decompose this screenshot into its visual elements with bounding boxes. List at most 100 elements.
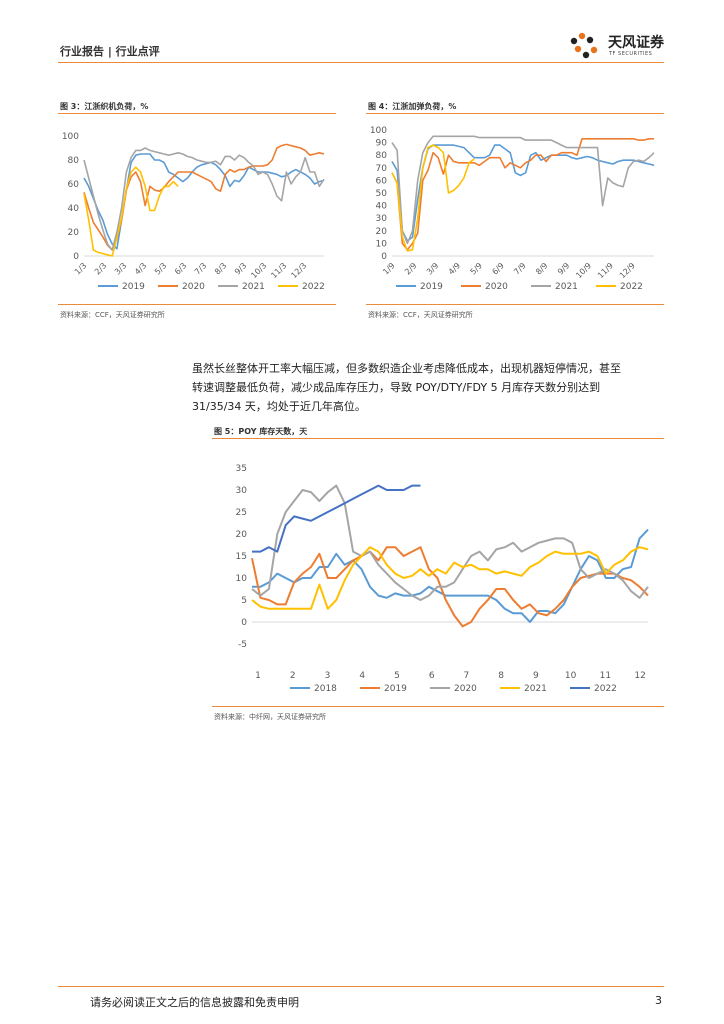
series-line-2019	[391, 144, 655, 242]
x-tick-label: 6/9	[490, 261, 505, 276]
x-tick-label: 6/3	[173, 261, 188, 276]
figure-5-title: 图 5：POY 库存天数，天	[214, 427, 308, 436]
x-tick-label: 3	[325, 671, 331, 681]
x-tick-label: 11/9	[596, 261, 615, 280]
x-tick-label: 2	[290, 671, 296, 681]
x-tick-label: 1/9	[381, 261, 396, 276]
y-tick-label: 60	[376, 176, 388, 186]
series-line-2022	[83, 166, 179, 257]
logo-dot	[582, 51, 590, 59]
series-line-2021	[251, 546, 649, 610]
figure-3-title: 图 3：江浙织机负荷，%	[60, 102, 149, 111]
chart-texturing-load: 0 10 20 30 40 50 60 70 80 90 100 1/9 2/9 3/9 4/9 5/9 6/9…	[370, 126, 655, 292]
x-tick-label: 2/3	[93, 261, 108, 276]
figure-5-rule	[212, 438, 664, 439]
series-line-2019	[251, 546, 649, 628]
series-line-2022	[391, 144, 475, 252]
x-tick-label: 2/9	[403, 261, 418, 276]
x-tick-label: 11	[600, 671, 611, 681]
x-tick-label: 7/9	[512, 261, 527, 276]
series-line-2021	[391, 135, 655, 245]
y-tick-label: 70	[376, 164, 388, 174]
figure-4-bottom-rule	[366, 304, 664, 305]
y-tick-label: 10	[376, 239, 388, 249]
logo-dot	[578, 32, 586, 40]
y-tick-label: 0	[73, 252, 79, 262]
y-tick-label: 20	[236, 530, 248, 540]
legend-label-2019: 2019	[122, 282, 145, 292]
y-tick-label: 20	[376, 227, 388, 237]
figure-3-source: 资料来源：CCF，天风证券研究所	[60, 311, 165, 319]
legend-label-2022: 2022	[594, 684, 617, 694]
legend-label-2019: 2019	[420, 282, 443, 292]
x-tick-label: 3/9	[425, 261, 440, 276]
y-tick-label: 60	[68, 180, 80, 190]
y-tick-label: 20	[68, 228, 80, 238]
y-tick-label: 90	[376, 139, 388, 149]
logo-name-en: TF SECURITIES	[609, 51, 653, 57]
x-tick-label: 5/3	[153, 261, 168, 276]
logo-dot	[590, 46, 598, 54]
series-line-2020	[391, 138, 654, 251]
series-line-2020	[251, 484, 649, 601]
y-tick-label: 0	[381, 252, 387, 262]
logo-name-cn: 天风证券	[608, 35, 664, 51]
figure-4-rule	[366, 113, 664, 114]
logo-dot	[586, 36, 594, 44]
x-tick-label: 9	[533, 671, 539, 681]
y-tick-label: 30	[376, 214, 388, 224]
x-tick-label: 10/3	[249, 261, 268, 280]
x-tick-label: 8/9	[534, 261, 549, 276]
x-tick-label: 3/3	[113, 261, 128, 276]
page-number: 3	[655, 994, 662, 1007]
x-tick-label: 7	[464, 671, 470, 681]
report-header: 行业报告 | 行业点评	[60, 45, 160, 58]
x-tick-label: 9/9	[556, 261, 571, 276]
y-tick-label: 35	[236, 464, 247, 474]
legend-label-2020: 2020	[454, 684, 477, 694]
figure-3-rule	[58, 113, 336, 114]
y-tick-label: 80	[68, 156, 80, 166]
y-tick-label: 40	[68, 204, 80, 214]
y-tick-label: 0	[241, 618, 247, 628]
footer-disclaimer: 请务必阅读正文之后的信息披露和免责申明	[90, 996, 299, 1009]
legend-label-2022: 2022	[302, 282, 325, 292]
y-tick-label: -5	[238, 640, 247, 650]
x-tick-label: 10/9	[574, 261, 593, 280]
x-tick-label: 5	[394, 671, 400, 681]
y-tick-label: 25	[236, 508, 247, 518]
figure-5-bottom-rule	[212, 706, 664, 707]
legend-label-2022: 2022	[620, 282, 643, 292]
x-tick-label: 11/3	[269, 261, 288, 280]
y-tick-label: 5	[241, 596, 247, 606]
legend-label-2021: 2021	[242, 282, 265, 292]
legend-label-2021: 2021	[555, 282, 578, 292]
x-tick-label: 12/9	[618, 261, 637, 280]
y-tick-label: 10	[236, 574, 248, 584]
x-tick-label: 12	[634, 671, 645, 681]
header-divider	[58, 62, 664, 63]
x-tick-label: 5/9	[469, 261, 484, 276]
y-tick-label: 100	[370, 126, 387, 136]
x-tick-label: 9/3	[233, 261, 248, 276]
x-tick-label: 4/9	[447, 261, 462, 276]
x-tick-label: 8	[498, 671, 504, 681]
y-tick-label: 80	[376, 151, 388, 161]
legend-label-2021: 2021	[524, 684, 547, 694]
paragraph-line: 31/35/34 天，均处于近几年高位。	[192, 400, 366, 413]
y-tick-label: 100	[62, 132, 79, 142]
paragraph-line: 虽然长丝整体开工率大幅压减，但多数织造企业考虑降低成本，出现机器短停情况，甚至	[192, 362, 621, 375]
x-tick-label: 1	[255, 671, 261, 681]
x-tick-label: 12/3	[289, 261, 308, 280]
x-tick-label: 4	[359, 671, 365, 681]
tf-logo-icon	[570, 32, 598, 59]
logo-dot	[574, 45, 582, 53]
y-tick-label: 15	[236, 552, 247, 562]
legend-label-2019: 2019	[384, 684, 407, 694]
figure-4-title: 图 4：江浙加弹负荷，%	[368, 102, 457, 111]
x-tick-label: 10	[565, 671, 577, 681]
x-tick-label: 8/3	[213, 261, 228, 276]
body-paragraph: 虽然长丝整体开工率大幅压减，但多数织造企业考虑降低成本，出现机器短停情况，甚至 …	[192, 359, 662, 416]
